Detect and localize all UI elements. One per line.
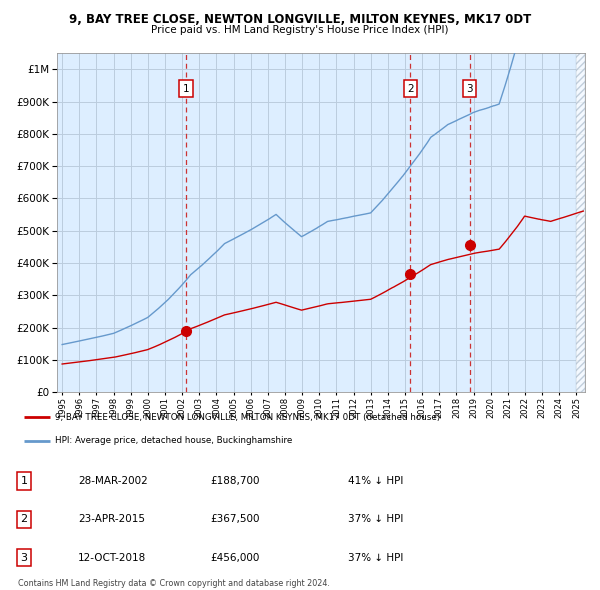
Text: 2: 2 xyxy=(407,84,413,94)
Text: 9, BAY TREE CLOSE, NEWTON LONGVILLE, MILTON KEYNES, MK17 0DT (detached house): 9, BAY TREE CLOSE, NEWTON LONGVILLE, MIL… xyxy=(55,412,440,421)
Text: HPI: Average price, detached house, Buckinghamshire: HPI: Average price, detached house, Buck… xyxy=(55,436,292,445)
Text: 3: 3 xyxy=(20,553,28,563)
Text: £456,000: £456,000 xyxy=(210,553,259,563)
Text: 1: 1 xyxy=(183,84,190,94)
Text: 41% ↓ HPI: 41% ↓ HPI xyxy=(348,476,403,486)
Text: 28-MAR-2002: 28-MAR-2002 xyxy=(78,476,148,486)
Text: 1: 1 xyxy=(20,476,28,486)
Text: Price paid vs. HM Land Registry's House Price Index (HPI): Price paid vs. HM Land Registry's House … xyxy=(151,25,449,35)
Text: Contains HM Land Registry data © Crown copyright and database right 2024.: Contains HM Land Registry data © Crown c… xyxy=(18,579,330,588)
Text: 23-APR-2015: 23-APR-2015 xyxy=(78,514,145,525)
Text: 3: 3 xyxy=(466,84,473,94)
Text: £188,700: £188,700 xyxy=(210,476,260,486)
Text: 9, BAY TREE CLOSE, NEWTON LONGVILLE, MILTON KEYNES, MK17 0DT: 9, BAY TREE CLOSE, NEWTON LONGVILLE, MIL… xyxy=(69,13,531,26)
Text: £367,500: £367,500 xyxy=(210,514,260,525)
Text: 37% ↓ HPI: 37% ↓ HPI xyxy=(348,514,403,525)
Text: 2: 2 xyxy=(20,514,28,525)
Text: 12-OCT-2018: 12-OCT-2018 xyxy=(78,553,146,563)
Text: 37% ↓ HPI: 37% ↓ HPI xyxy=(348,553,403,563)
